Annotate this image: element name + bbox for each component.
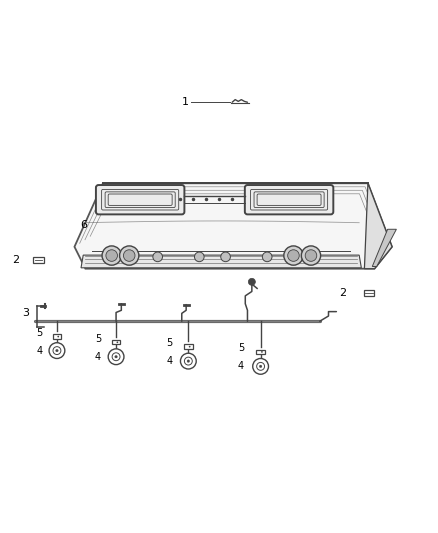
Circle shape [288,250,299,261]
FancyBboxPatch shape [364,290,374,296]
Circle shape [124,250,135,261]
Text: 5: 5 [95,334,101,344]
Circle shape [153,252,162,262]
Circle shape [106,250,117,261]
Polygon shape [74,183,392,269]
Circle shape [305,250,317,261]
Circle shape [57,336,59,337]
Circle shape [117,342,118,343]
Circle shape [53,346,61,354]
Circle shape [284,246,303,265]
FancyBboxPatch shape [245,185,333,214]
Text: 4: 4 [95,352,101,362]
Polygon shape [372,229,396,266]
Circle shape [180,353,196,369]
Text: 1: 1 [181,97,188,107]
Circle shape [102,246,121,265]
Circle shape [189,346,191,348]
Circle shape [257,362,265,370]
Circle shape [259,365,262,368]
Circle shape [261,351,263,353]
FancyBboxPatch shape [112,340,120,344]
Circle shape [194,252,204,262]
Circle shape [108,349,124,365]
Text: 5: 5 [37,328,43,338]
Text: 4: 4 [37,345,43,356]
Circle shape [262,252,272,262]
Text: 5: 5 [166,338,173,348]
Circle shape [187,360,190,362]
FancyBboxPatch shape [33,257,44,263]
Circle shape [56,349,58,352]
FancyBboxPatch shape [96,185,184,214]
Circle shape [248,278,255,285]
Circle shape [301,246,321,265]
Circle shape [221,252,230,262]
Circle shape [184,357,192,365]
Text: 3: 3 [22,309,29,318]
Polygon shape [81,255,361,268]
Circle shape [115,356,117,358]
Text: 6: 6 [81,220,88,230]
Text: 4: 4 [166,356,173,366]
Circle shape [49,343,65,359]
Text: 2: 2 [339,288,346,298]
Text: 2: 2 [13,255,20,265]
Text: 4: 4 [238,361,244,372]
FancyBboxPatch shape [53,334,61,339]
Circle shape [112,353,120,361]
FancyBboxPatch shape [256,350,265,354]
Circle shape [120,246,139,265]
Polygon shape [364,183,392,269]
FancyBboxPatch shape [184,344,193,349]
Circle shape [253,359,268,374]
Text: 5: 5 [238,343,244,353]
